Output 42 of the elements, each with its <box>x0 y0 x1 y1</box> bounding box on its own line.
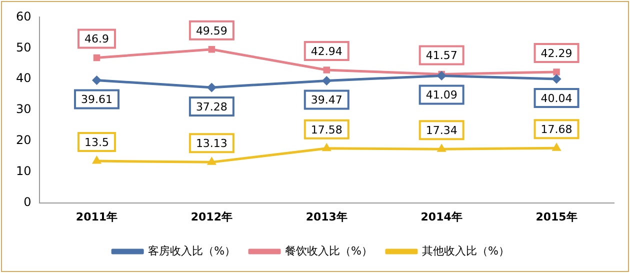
data-label: 42.94 <box>310 44 342 58</box>
legend-label: 其他收入比（%） <box>422 244 510 258</box>
data-label: 17.68 <box>540 122 572 136</box>
point <box>322 76 331 85</box>
y-tick-label: 40 <box>16 71 32 86</box>
data-label: 13.5 <box>84 136 109 149</box>
data-label: 39.61 <box>80 93 112 106</box>
data-label: 39.47 <box>310 94 342 107</box>
point <box>553 68 560 76</box>
data-label: 49.59 <box>196 24 228 38</box>
y-tick-label: 10 <box>16 164 32 178</box>
x-tick-label: 2015年 <box>536 210 578 224</box>
point <box>323 66 330 74</box>
point <box>552 144 560 151</box>
data-label: 17.58 <box>310 123 342 136</box>
x-tick-label: 2011年 <box>76 210 118 224</box>
point <box>92 76 101 85</box>
y-tick-label: 30 <box>16 102 32 116</box>
point <box>207 83 216 92</box>
point <box>208 46 216 53</box>
x-tick-label: 2013年 <box>306 210 348 224</box>
data-label: 41.57 <box>426 49 458 62</box>
point <box>552 74 561 84</box>
x-tick-label: 2014年 <box>420 210 462 224</box>
data-label: 42.29 <box>540 46 572 60</box>
point <box>93 54 100 62</box>
y-tick-label: 60 <box>16 9 32 24</box>
data-label: 46.9 <box>84 32 109 46</box>
legend-label: 客房收入比（%） <box>148 244 236 258</box>
point <box>438 144 446 152</box>
data-label: 40.04 <box>540 92 572 105</box>
y-tick-label: 50 <box>16 40 32 54</box>
x-tick-label: 2012年 <box>190 210 232 224</box>
data-label: 41.09 <box>426 88 458 102</box>
data-label: 17.34 <box>426 124 458 138</box>
data-label: 37.28 <box>196 100 228 114</box>
data-label: 13.13 <box>196 137 228 150</box>
y-tick-label: 20 <box>16 133 32 148</box>
point <box>208 158 216 165</box>
legend-label: 餐饮收入比（%） <box>285 244 372 258</box>
y-tick-label: 0 <box>24 194 32 209</box>
point <box>92 156 101 164</box>
